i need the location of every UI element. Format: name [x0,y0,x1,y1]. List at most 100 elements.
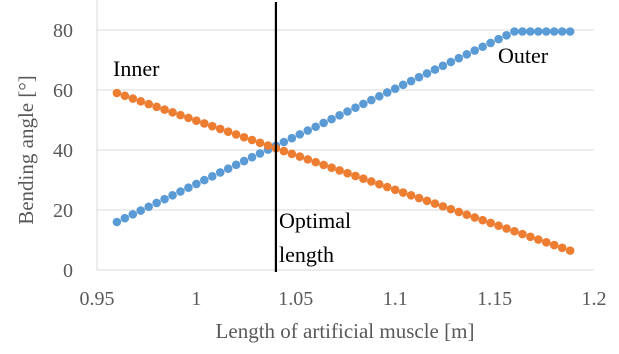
data-point [494,221,503,231]
data-point [422,69,432,78]
data-point [200,119,209,128]
y-axis-title: Bending angle [°] [14,75,38,225]
data-point [541,238,551,247]
data-point [382,182,392,192]
x-tick-label: 1 [191,288,201,310]
data-point [231,130,241,139]
x-axis-title: Length of artificial muscle [m] [216,319,475,343]
data-point [208,121,217,131]
gridlines [96,0,594,271]
data-point [367,95,376,105]
data-point [557,243,567,253]
data-point [557,27,567,36]
data-point [287,133,297,143]
data-point [311,122,320,132]
data-point [303,155,313,164]
outer-label: Outer [498,43,549,68]
data-point [351,171,360,181]
data-point [382,88,392,97]
data-point [374,179,384,189]
data-point [534,27,543,36]
data-point [279,146,289,156]
data-point [438,202,448,211]
data-point [359,99,368,109]
optimal-label-line1: Optimal [279,208,351,233]
data-point [112,88,122,98]
data-point [565,27,575,36]
y-tick-label: 60 [53,80,73,102]
data-point [144,99,153,109]
optimal-label-line2: length [279,242,334,267]
data-point [430,199,440,208]
data-point [526,27,535,36]
data-point [470,213,480,222]
data-point [454,53,464,63]
data-point [462,50,472,59]
data-point [120,91,130,101]
data-point [565,246,575,255]
data-point [398,80,408,90]
data-point [398,188,408,197]
data-point [335,111,344,120]
data-point [239,132,249,142]
data-point [215,168,225,177]
data-point [192,179,201,189]
data-point [359,174,368,184]
data-point [327,114,336,124]
data-point [351,103,360,112]
data-point [184,183,193,193]
data-point [541,27,551,36]
tick-labels: 0 20 40 60 80 0.95 1 1.05 1.1 1.15 1.2 [53,20,607,310]
data-point [231,160,241,170]
data-point [247,135,257,145]
data-point [128,94,138,103]
data-point [502,224,511,233]
data-point [414,193,424,203]
inner-label: Inner [113,56,160,81]
x-tick-label: 0.95 [80,288,115,310]
data-point [112,217,122,227]
data-point [478,215,487,225]
data-point [438,61,448,71]
y-tick-label: 0 [63,260,73,282]
data-point [502,31,511,40]
x-tick-label: 1.1 [383,288,408,310]
data-point [176,110,185,120]
data-point [295,152,305,161]
data-point [176,187,185,196]
data-point [160,105,169,114]
x-tick-label: 1.2 [582,288,607,310]
data-point [343,107,352,116]
data-point [518,229,527,239]
data-point [192,116,201,125]
data-point [239,156,249,166]
data-point [486,38,495,48]
data-point [255,138,265,148]
data-point [136,96,146,106]
x-tick-label: 1.05 [278,288,313,310]
data-point [311,157,320,167]
data-point [184,113,193,123]
y-tick-label: 80 [53,20,73,42]
data-point [223,127,233,137]
data-point [454,207,464,217]
data-point [374,91,384,101]
data-point [120,213,130,223]
data-point [422,196,432,206]
data-series [112,27,575,255]
data-point [414,72,424,82]
x-tick-label: 1.15 [477,288,512,310]
data-point [478,42,487,52]
data-point [215,124,225,134]
data-point [534,235,543,244]
data-point [152,102,161,112]
data-point [128,210,138,219]
data-point [136,206,146,215]
data-point [406,76,416,86]
data-point [144,202,153,212]
y-tick-label: 20 [53,200,73,222]
data-point [549,240,559,250]
data-point [470,46,480,55]
data-point [406,191,416,200]
